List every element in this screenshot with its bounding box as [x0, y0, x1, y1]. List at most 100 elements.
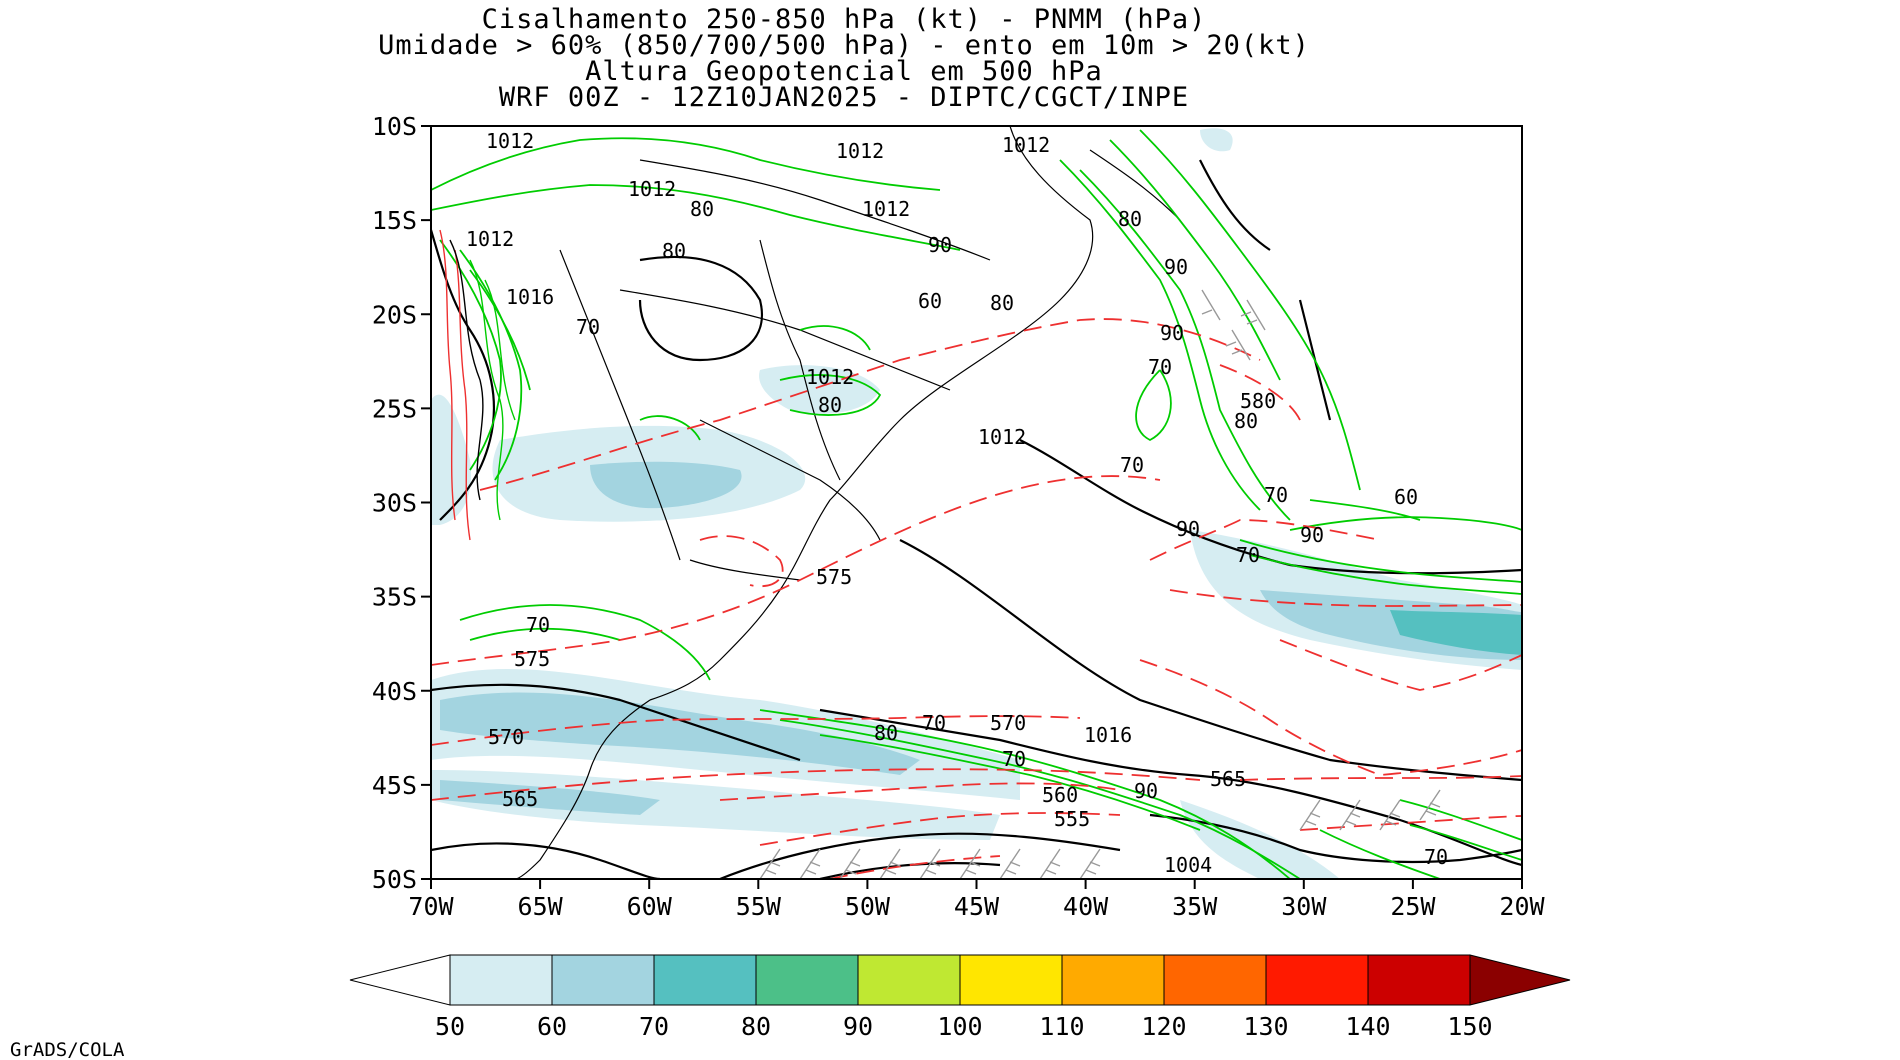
- lon-tick-label: 70W: [408, 892, 454, 921]
- lat-tick-label: 25S: [372, 394, 417, 423]
- chart-title: Cisalhamento 250-850 hPa (kt) - PNMM (hP…: [378, 4, 1309, 113]
- pressure-label: 1012: [628, 177, 676, 201]
- andes-contours: [439, 229, 516, 541]
- humidity-label: 70: [1120, 453, 1144, 477]
- lon-tick-label: 20W: [1499, 892, 1545, 921]
- geopotential-label: 570: [990, 711, 1026, 735]
- title-line-4: WRF 00Z - 12Z10JAN2025 - DIPTC/CGCT/INPE: [499, 82, 1189, 113]
- humidity-label: 70: [576, 315, 600, 339]
- coastlines: [514, 126, 1181, 879]
- wind-barbs: [759, 289, 1441, 879]
- colorbar-over-arrow: [1469, 954, 1571, 1006]
- colorbar-label: 140: [1345, 1012, 1390, 1041]
- humidity-label: 80: [874, 721, 898, 745]
- pressure-label: 1012: [836, 139, 884, 163]
- humidity-label: 60: [918, 289, 942, 313]
- lat-tick-label: 50S: [372, 865, 417, 894]
- colorbar-label: 70: [639, 1012, 669, 1041]
- pressure-label: 1012: [1002, 133, 1050, 157]
- colorbar-label: 120: [1141, 1012, 1186, 1041]
- lat-tick-label: 30S: [372, 489, 417, 518]
- colorbar-label: 150: [1447, 1012, 1492, 1041]
- humidity-label: 80: [990, 291, 1014, 315]
- humidity-label: 70: [1148, 355, 1172, 379]
- humidity-label: 80: [690, 197, 714, 221]
- latitude-axis: 10S 15S 20S 25S 30S 35S 40S 45S 50S: [372, 112, 431, 894]
- humidity-contours: [431, 129, 1522, 879]
- lon-tick-label: 30W: [1281, 892, 1327, 921]
- geopotential-label: 565: [1210, 767, 1246, 791]
- pressure-label: 1012: [978, 425, 1026, 449]
- colorbar-swatch: [449, 954, 553, 1006]
- humidity-label: 80: [1234, 409, 1258, 433]
- colorbar-swatch: [1367, 954, 1471, 1006]
- geopotential-label: 560: [1042, 783, 1078, 807]
- title-line-1: Cisalhamento 250-850 hPa (kt) - PNMM (hP…: [482, 4, 1207, 35]
- colorbar-label: 90: [843, 1012, 873, 1041]
- lon-tick-label: 55W: [736, 892, 782, 921]
- colorbar-label: 100: [937, 1012, 982, 1041]
- humidity-label: 80: [818, 393, 842, 417]
- lon-tick-label: 25W: [1390, 892, 1436, 921]
- geopotential-contours: [431, 318, 1522, 879]
- colorbar-label: 80: [741, 1012, 771, 1041]
- humidity-label: 70: [1264, 483, 1288, 507]
- humidity-label: 90: [1134, 779, 1158, 803]
- pressure-label: 1012: [806, 365, 854, 389]
- humidity-label: 70: [526, 613, 550, 637]
- humidity-label: 70: [922, 711, 946, 735]
- pressure-labels: 1012 1012 1012 1012 1012 1012 1012 1016 …: [466, 129, 1212, 877]
- colorbar-label: 50: [435, 1012, 465, 1041]
- colorbar: 50 60 70 80 90 100 110 120 130 140 150: [349, 954, 1571, 1041]
- grads-credit: GrADS/COLA: [10, 1039, 125, 1060]
- shear-shading: [431, 128, 1522, 879]
- colorbar-swatch: [1163, 954, 1267, 1006]
- pressure-label: 1016: [1084, 723, 1132, 747]
- lon-tick-label: 60W: [627, 892, 673, 921]
- lon-tick-label: 45W: [954, 892, 1000, 921]
- lat-tick-label: 10S: [372, 112, 417, 141]
- humidity-label: 70: [1424, 845, 1448, 869]
- humidity-label: 90: [1164, 255, 1188, 279]
- colorbar-swatch: [1265, 954, 1369, 1006]
- pressure-label: 1012: [466, 227, 514, 251]
- lon-tick-label: 50W: [845, 892, 891, 921]
- geopotential-label: 565: [502, 787, 538, 811]
- lon-tick-label: 40W: [1063, 892, 1109, 921]
- pressure-isobars: [431, 159, 1522, 879]
- lat-tick-label: 35S: [372, 583, 417, 612]
- colorbar-label: 110: [1039, 1012, 1084, 1041]
- geopotential-label: 575: [816, 565, 852, 589]
- humidity-label: 60: [1394, 485, 1418, 509]
- colorbar-swatch: [1061, 954, 1165, 1006]
- humidity-label: 90: [1160, 321, 1184, 345]
- pressure-label: 1004: [1164, 853, 1212, 877]
- colorbar-label: 60: [537, 1012, 567, 1041]
- lat-tick-label: 40S: [372, 677, 417, 706]
- geopotential-label: 575: [514, 647, 550, 671]
- geopotential-label: 570: [488, 725, 524, 749]
- humidity-label: 80: [662, 239, 686, 263]
- humidity-label: 90: [1176, 517, 1200, 541]
- colorbar-swatch: [857, 954, 961, 1006]
- title-line-3: Altura Geopotencial em 500 hPa: [585, 56, 1103, 87]
- pressure-label: 1012: [486, 129, 534, 153]
- humidity-label: 90: [1300, 523, 1324, 547]
- map-layers: 1012 1012 1012 1012 1012 1012 1012 1016 …: [431, 126, 1522, 879]
- colorbar-swatch: [653, 954, 757, 1006]
- humidity-label: 70: [1002, 747, 1026, 771]
- humidity-label: 80: [1118, 207, 1142, 231]
- lat-tick-label: 45S: [372, 771, 417, 800]
- lon-tick-label: 35W: [1172, 892, 1218, 921]
- colorbar-swatch: [959, 954, 1063, 1006]
- geopotential-label: 580: [1240, 389, 1276, 413]
- colorbar-swatch: [551, 954, 655, 1006]
- pressure-label: 1016: [506, 285, 554, 309]
- lat-tick-label: 20S: [372, 300, 417, 329]
- longitude-axis: 70W 65W 60W 55W 50W 45W 40W 35W 30W 25W 20W: [408, 879, 1546, 921]
- lon-tick-label: 65W: [518, 892, 564, 921]
- colorbar-under-arrow: [349, 954, 451, 1006]
- pressure-label: 1012: [862, 197, 910, 221]
- humidity-labels: 80 80 90 80 90 70 60 80 90 70 80 80 70 9…: [526, 197, 1448, 869]
